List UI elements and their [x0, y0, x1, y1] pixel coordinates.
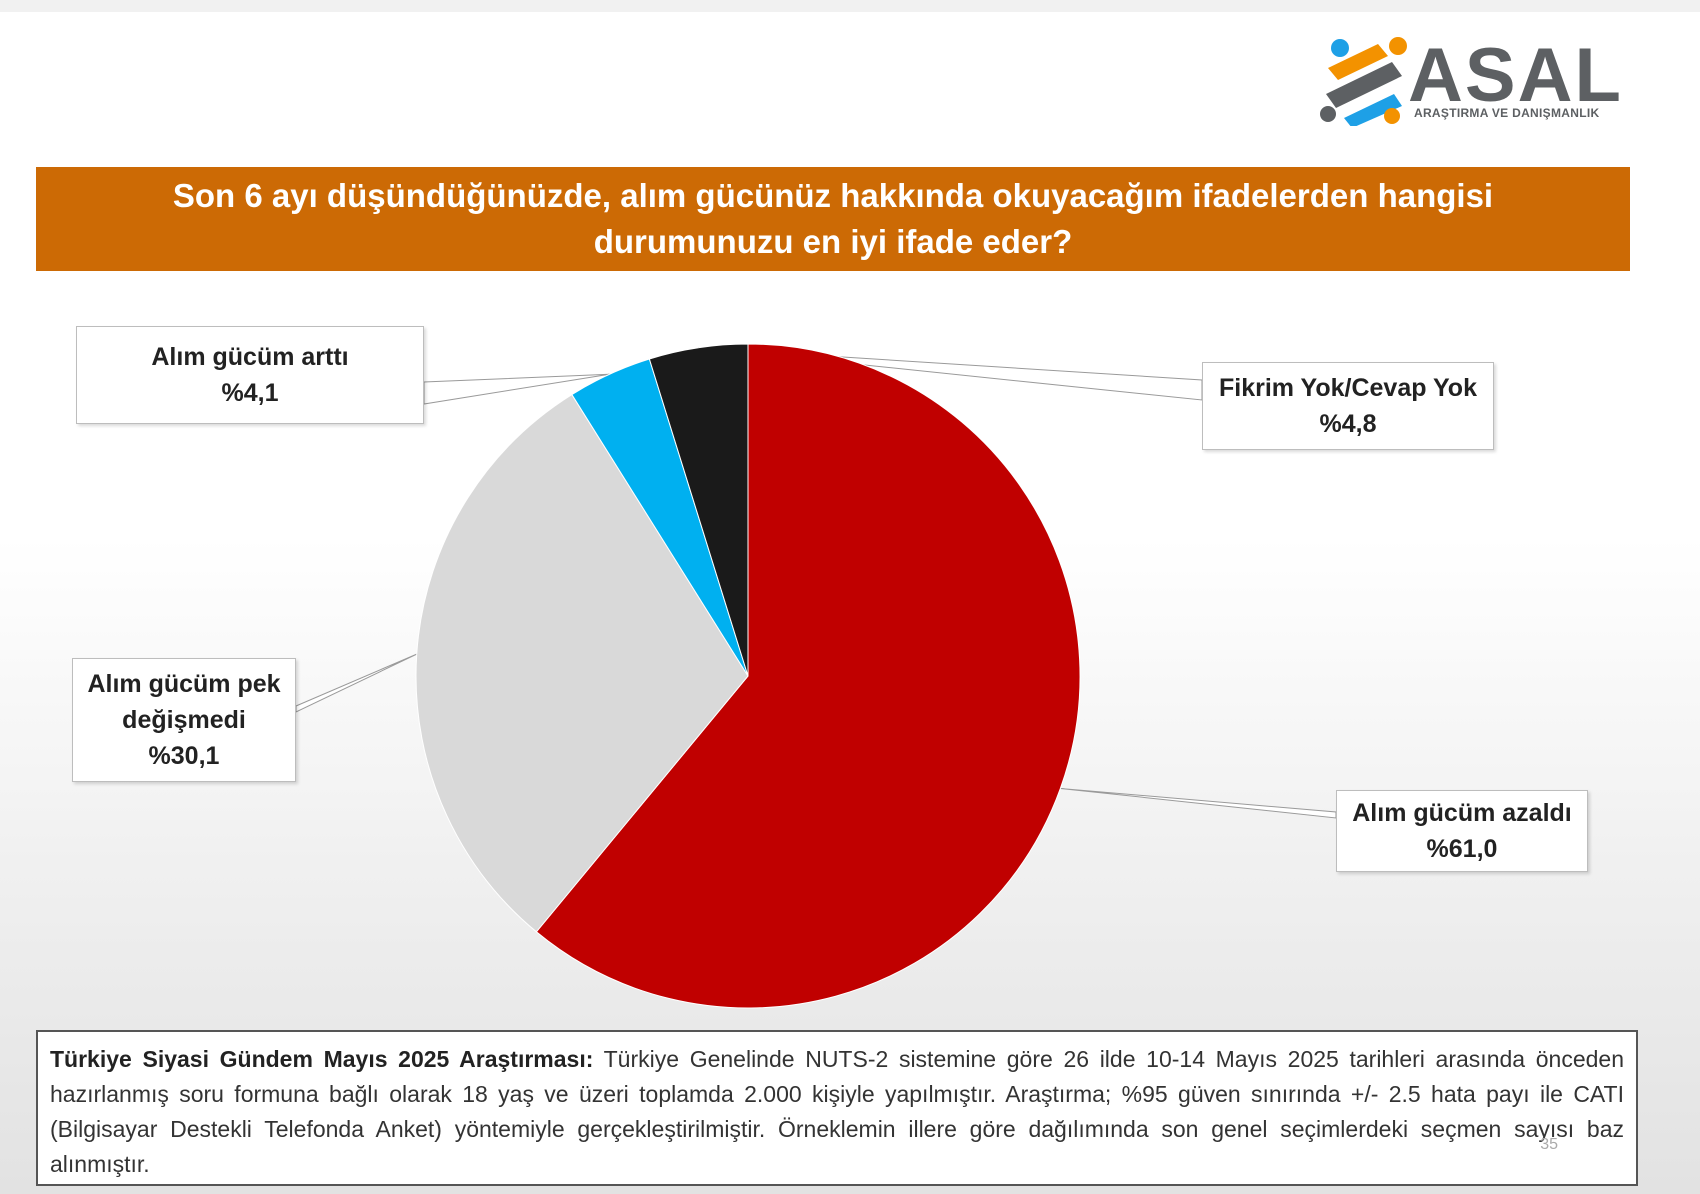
- question-title: Son 6 ayı düşündüğünüzde, alım gücünüz h…: [36, 167, 1630, 271]
- label-artti-value: %4,1: [221, 379, 279, 407]
- label-degismedi-line2: değişmedi: [122, 705, 246, 734]
- methodology-note: Türkiye Siyasi Gündem Mayıs 2025 Araştır…: [36, 1030, 1638, 1186]
- leader-degismedi: [295, 653, 417, 713]
- leader-artti: [423, 373, 610, 405]
- label-artti: Alım gücüm arttı %4,1: [76, 326, 424, 424]
- label-fikrim-yok: Fikrim Yok/Cevap Yok %4,8: [1202, 362, 1494, 450]
- asal-logo: ASAL ARAŞTIRMA VE DANIŞMANLIK: [1318, 36, 1628, 126]
- asal-logo-text: ASAL: [1408, 33, 1623, 118]
- top-strip: [0, 0, 1700, 12]
- methodology-heading: Türkiye Siyasi Gündem Mayıs 2025 Araştır…: [50, 1046, 594, 1072]
- page-number: 35: [1540, 1136, 1558, 1153]
- label-azaldi-name: Alım gücüm azaldı: [1352, 798, 1572, 827]
- label-degismedi: Alım gücüm pek değişmedi %30,1: [72, 658, 296, 782]
- label-artti-name: Alım gücüm arttı: [151, 342, 349, 371]
- label-azaldi: Alım gücüm azaldı %61,0: [1336, 790, 1588, 872]
- slice-fikrim-yok: [648, 343, 749, 677]
- label-degismedi-line1: Alım gücüm pek: [87, 669, 281, 698]
- label-fikrim-yok-name: Fikrim Yok/Cevap Yok: [1219, 373, 1477, 402]
- question-title-text: Son 6 ayı düşündüğünüzde, alım gücünüz h…: [172, 176, 1494, 260]
- pie-slices: [415, 343, 1081, 1009]
- asal-logo-tagline: ARAŞTIRMA VE DANIŞMANLIK: [1414, 106, 1600, 120]
- label-degismedi-value: %30,1: [148, 742, 220, 771]
- slice-azaldi: [535, 343, 1081, 1009]
- methodology-text: Türkiye Genelinde NUTS-2 sistemine göre …: [50, 1046, 1624, 1177]
- label-azaldi-value: %61,0: [1426, 835, 1498, 863]
- slice-degismedi: [415, 393, 749, 933]
- asal-logo-mark-icon: [1320, 37, 1407, 126]
- leader-azaldi: [1060, 787, 1337, 819]
- label-fikrim-yok-value: %4,8: [1319, 410, 1377, 438]
